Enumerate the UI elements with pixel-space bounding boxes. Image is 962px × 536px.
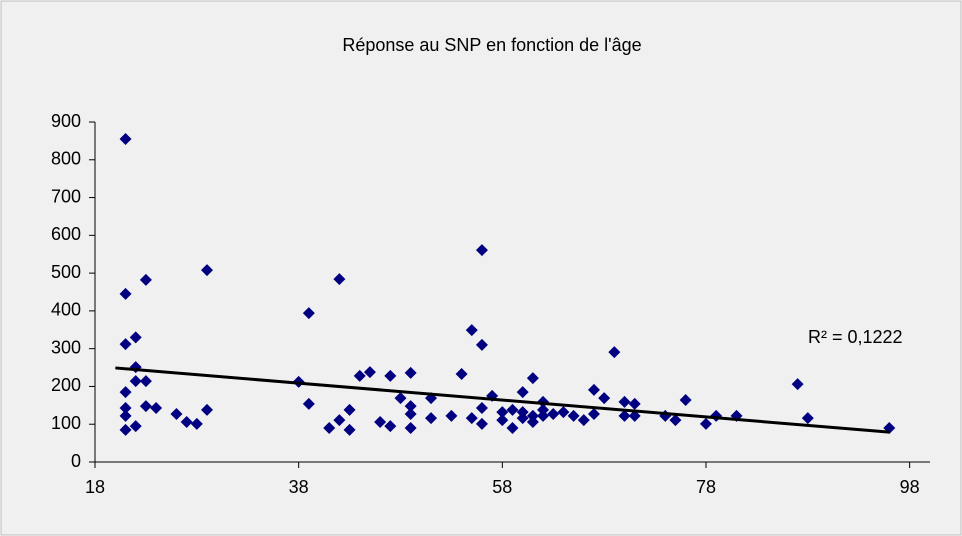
point	[129, 420, 142, 433]
point	[363, 366, 376, 379]
x-tick-label: 78	[696, 477, 716, 497]
point	[475, 401, 488, 414]
y-tick-label: 300	[51, 337, 81, 357]
chart-title: Réponse au SNP en fonction de l'âge	[342, 35, 641, 55]
point	[119, 401, 132, 414]
point	[394, 392, 407, 405]
point	[384, 369, 397, 382]
point	[526, 409, 539, 422]
point	[506, 403, 519, 416]
x-tick-label: 18	[85, 477, 105, 497]
x-tick-label: 58	[492, 477, 512, 497]
point	[496, 406, 509, 419]
point	[567, 409, 580, 422]
point	[598, 392, 611, 405]
point	[475, 338, 488, 351]
point	[302, 307, 315, 320]
point	[343, 403, 356, 416]
y-tick-label: 500	[51, 262, 81, 282]
point	[526, 372, 539, 385]
point	[537, 409, 550, 422]
point	[384, 420, 397, 433]
point	[801, 412, 814, 425]
point	[139, 273, 152, 286]
point	[618, 409, 631, 422]
point	[201, 403, 214, 416]
x-tick-label: 38	[289, 477, 309, 497]
x-tick-label: 98	[900, 477, 920, 497]
point	[139, 375, 152, 388]
y-tick-label: 200	[51, 375, 81, 395]
point	[129, 375, 142, 388]
point	[496, 414, 509, 427]
point	[404, 400, 417, 413]
point	[201, 264, 214, 277]
point	[577, 414, 590, 427]
point	[302, 397, 315, 410]
y-tick-label: 0	[71, 451, 81, 471]
point	[404, 408, 417, 421]
point	[526, 415, 539, 428]
point	[679, 394, 692, 407]
y-tick-label: 400	[51, 300, 81, 320]
point	[537, 403, 550, 416]
point	[475, 417, 488, 430]
point	[791, 378, 804, 391]
point	[587, 408, 600, 421]
point	[374, 415, 387, 428]
point	[557, 406, 570, 419]
point	[475, 244, 488, 257]
y-tick-label: 100	[51, 413, 81, 433]
y-tick-label: 600	[51, 224, 81, 244]
point	[455, 367, 468, 380]
y-tick-label: 700	[51, 186, 81, 206]
r2-label: R² = 0,1222	[808, 327, 903, 347]
point	[516, 406, 529, 419]
point	[129, 331, 142, 344]
point	[190, 417, 203, 430]
point	[699, 417, 712, 430]
point	[587, 383, 600, 396]
point	[425, 412, 438, 425]
point	[465, 324, 478, 337]
point	[516, 386, 529, 399]
point	[506, 422, 519, 434]
point	[404, 366, 417, 379]
point	[119, 386, 132, 399]
point	[445, 409, 458, 422]
point	[628, 397, 641, 410]
point	[180, 415, 193, 428]
point	[628, 409, 641, 422]
point	[119, 423, 132, 436]
point	[608, 346, 621, 359]
trendline	[115, 366, 890, 434]
point	[618, 395, 631, 408]
point	[465, 412, 478, 425]
point	[119, 287, 132, 300]
point	[353, 369, 366, 382]
point	[119, 409, 132, 422]
point	[150, 401, 163, 414]
point	[547, 408, 560, 421]
point	[119, 133, 132, 145]
y-tick-label: 900	[51, 111, 81, 131]
point	[516, 412, 529, 425]
point	[333, 273, 346, 286]
y-tick-label: 800	[51, 149, 81, 169]
point	[139, 400, 152, 413]
point	[404, 422, 417, 434]
point	[343, 423, 356, 436]
point	[333, 414, 346, 427]
point	[323, 422, 336, 434]
point	[669, 414, 682, 427]
point	[119, 338, 132, 351]
point	[170, 408, 183, 421]
